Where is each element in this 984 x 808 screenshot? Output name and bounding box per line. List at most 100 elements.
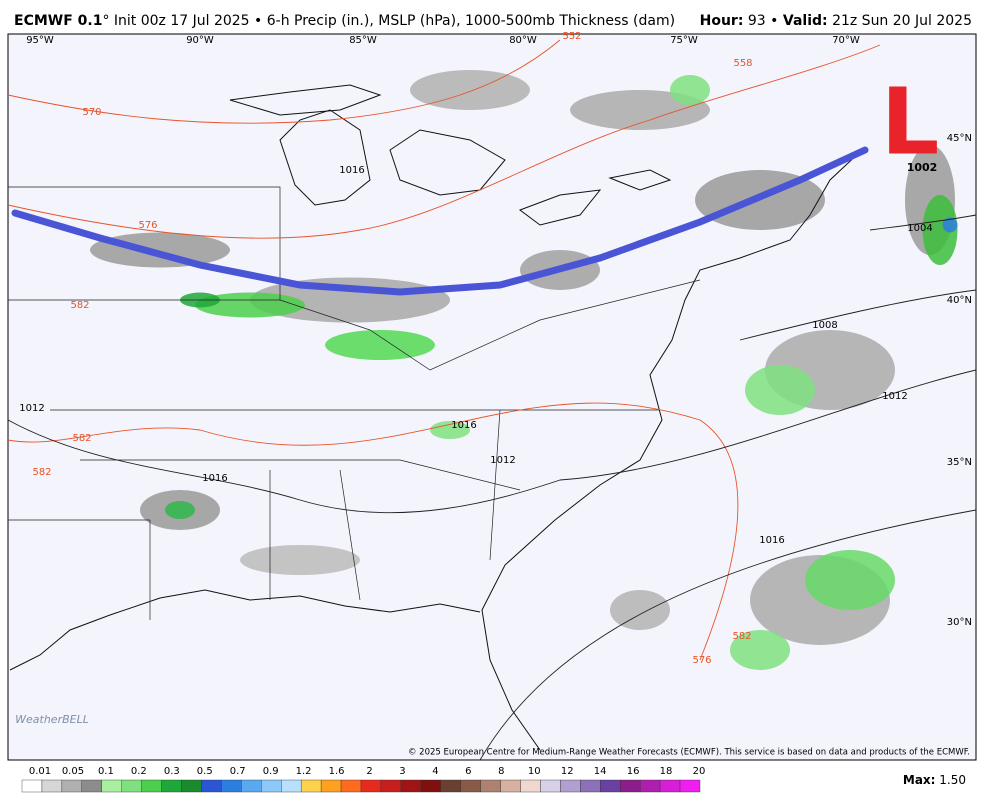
precip-area xyxy=(730,630,790,670)
isobar xyxy=(739,289,977,341)
hour-label: Hour: xyxy=(700,13,744,29)
thickness-label: 552 xyxy=(562,31,581,42)
colorbar-swatch xyxy=(520,779,541,793)
isobar xyxy=(869,214,977,231)
title: ° Init 00z 17 Jul 2025 • 6-h Precip (in.… xyxy=(102,13,675,29)
colorbar-swatch xyxy=(500,779,521,793)
max-label: Max: xyxy=(903,773,936,787)
thickness-line xyxy=(7,402,739,661)
colorbar-swatch xyxy=(81,779,102,793)
colorbar-label: 0.01 xyxy=(29,766,51,777)
colorbar-swatch xyxy=(141,779,162,793)
colorbar-swatch xyxy=(221,779,242,793)
pressure-label: 1008 xyxy=(812,320,837,331)
colorbar-label: 0.9 xyxy=(263,766,279,777)
pressure-label: 1016 xyxy=(759,535,784,546)
copyright: © 2025 European Centre for Medium-Range … xyxy=(408,748,970,758)
colorbar-label: 0.05 xyxy=(62,766,84,777)
colorbar-label: 0.7 xyxy=(230,766,246,777)
colorbar-swatch xyxy=(600,779,621,793)
colorbar-label: 1.2 xyxy=(296,766,312,777)
boundaries xyxy=(8,84,863,751)
max-value: 1.50 xyxy=(939,773,966,787)
colorbar-swatch xyxy=(61,779,83,793)
thickness-contours xyxy=(7,39,881,661)
latitude-label: 40°N xyxy=(947,295,972,306)
lake xyxy=(279,109,371,206)
precip-area xyxy=(805,550,895,610)
precip-area xyxy=(670,75,710,105)
thickness-line xyxy=(7,39,561,124)
max: Max: 1.50 xyxy=(903,773,966,787)
low-pressure: 1002 xyxy=(907,161,938,174)
lake xyxy=(389,129,506,196)
valid-label: Valid: xyxy=(783,13,828,29)
thickness-label: 576 xyxy=(138,220,157,231)
colorbar-swatch xyxy=(161,779,182,793)
colorbar-swatch xyxy=(300,779,322,793)
longitude-label: 95°W xyxy=(26,35,54,46)
precip-area xyxy=(570,90,710,130)
colorbar-swatch xyxy=(201,779,222,793)
pressure-label: 1016 xyxy=(451,420,476,431)
precip-area xyxy=(922,195,958,265)
pressure-label: 1016 xyxy=(339,165,364,176)
pressure-label: 1012 xyxy=(882,391,907,402)
coastline xyxy=(481,149,863,751)
colorbar-swatch xyxy=(540,779,561,793)
colorbar-label: 0.1 xyxy=(98,766,114,777)
colorbar-swatch xyxy=(380,779,402,793)
gulf-coast xyxy=(9,589,481,671)
low-symbol: L xyxy=(881,68,940,175)
colorbar-swatch xyxy=(121,779,142,793)
colorbar-swatch xyxy=(360,779,382,793)
colorbar-swatch xyxy=(659,779,681,793)
longitude-label: 85°W xyxy=(349,35,377,46)
thickness-label: 570 xyxy=(82,107,101,118)
colorbar-label: 1.6 xyxy=(329,766,345,777)
lake xyxy=(608,169,672,191)
colorbar-swatch xyxy=(281,779,302,793)
longitude-label: 70°W xyxy=(832,35,860,46)
colorbar-label: 10 xyxy=(528,766,541,777)
colorbar-label: 12 xyxy=(561,766,574,777)
colorbar-swatch xyxy=(560,779,581,793)
colorbar-label: 16 xyxy=(627,766,640,777)
isobar xyxy=(7,369,977,514)
lake xyxy=(518,189,602,226)
colorbar-swatch xyxy=(460,779,481,793)
precip-area xyxy=(410,70,530,110)
precip-area xyxy=(745,365,815,415)
latitude-label: 30°N xyxy=(947,617,972,628)
colorbar-label: 0.3 xyxy=(164,766,180,777)
isobars xyxy=(7,214,977,761)
colorbar-swatch xyxy=(181,779,202,793)
isobar xyxy=(479,509,977,761)
colorbar-label: 0.5 xyxy=(197,766,213,777)
thickness-label: 576 xyxy=(692,655,711,666)
colorbar-label: 8 xyxy=(498,766,504,777)
header-right: Hour: 93 • Valid: 21z Sun 20 Jul 2025 xyxy=(700,13,972,29)
colorbar-swatch xyxy=(679,779,701,793)
colorbar-swatch xyxy=(101,779,122,793)
precip-area xyxy=(610,590,670,630)
frontal-trough xyxy=(11,146,869,296)
colorbar-swatch xyxy=(41,779,63,793)
thickness-label: 558 xyxy=(733,58,752,69)
colorbar-swatch xyxy=(241,779,262,793)
colorbar-swatch xyxy=(620,779,641,793)
colorbar-label: 0.2 xyxy=(131,766,147,777)
longitude-label: 75°W xyxy=(670,35,698,46)
precip-area xyxy=(165,501,195,519)
colorbar-label: 3 xyxy=(399,766,405,777)
map-labels: 95°W 90°W 85°W 80°W 75°W 70°W 45°N 40°N 35°N 30°N… xyxy=(19,31,972,666)
low-marker: L xyxy=(881,68,940,175)
header-left: ECMWF 0.1° Init 00z 17 Jul 2025 • 6-h Pr… xyxy=(14,13,675,29)
colorbar-label: 20 xyxy=(693,766,706,777)
colorbar-swatch xyxy=(320,779,342,793)
pressure-label: 1016 xyxy=(202,473,227,484)
model: ECMWF 0.1 xyxy=(14,13,102,29)
latitude-label: 45°N xyxy=(947,133,972,144)
precip-area xyxy=(942,217,958,233)
